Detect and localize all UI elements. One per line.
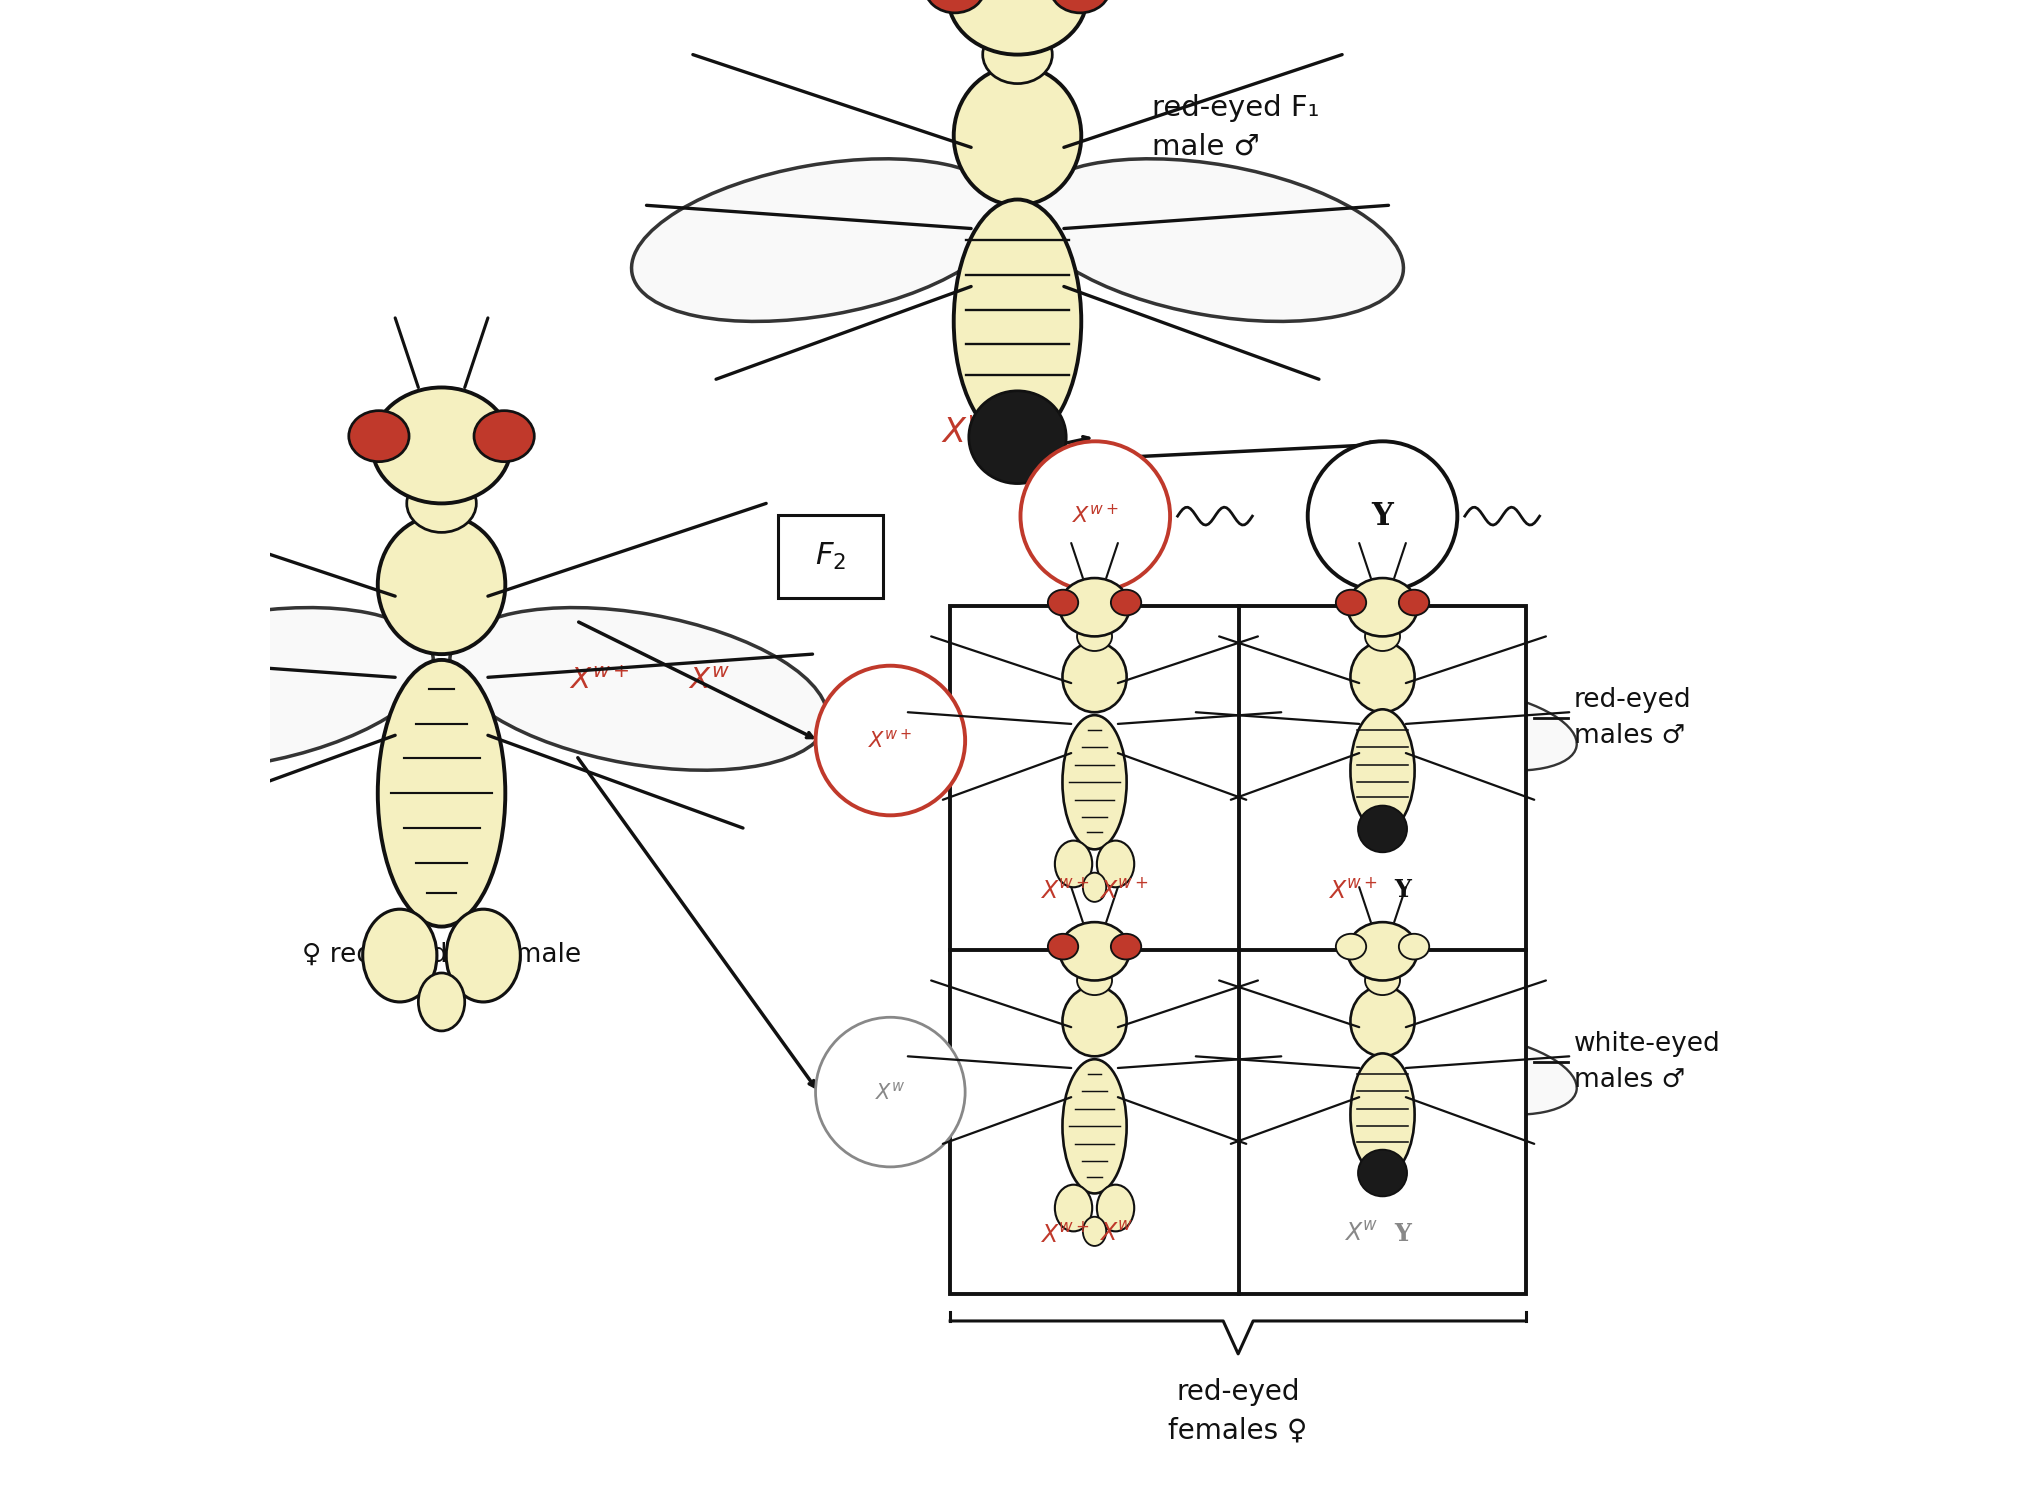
- Ellipse shape: [1351, 1053, 1414, 1176]
- Ellipse shape: [1097, 1185, 1133, 1231]
- Ellipse shape: [1398, 934, 1429, 959]
- Text: $X^{w+}$: $X^{w+}$: [1040, 1222, 1091, 1246]
- Text: $X^{w+}$: $X^{w+}$: [1040, 878, 1091, 902]
- Ellipse shape: [348, 411, 409, 462]
- Ellipse shape: [1026, 159, 1404, 322]
- Ellipse shape: [1111, 934, 1142, 959]
- Circle shape: [1309, 441, 1457, 591]
- Ellipse shape: [55, 607, 433, 770]
- Ellipse shape: [362, 910, 438, 1002]
- Ellipse shape: [1054, 1185, 1093, 1231]
- Bar: [950, 606, 1526, 1294]
- Ellipse shape: [969, 390, 1066, 483]
- Ellipse shape: [379, 515, 505, 654]
- Ellipse shape: [1351, 709, 1414, 832]
- Ellipse shape: [1347, 577, 1418, 636]
- Text: $X^{w}$: $X^{w}$: [1099, 1222, 1133, 1246]
- Ellipse shape: [379, 660, 505, 926]
- Ellipse shape: [1062, 715, 1127, 850]
- Ellipse shape: [1398, 589, 1429, 615]
- Ellipse shape: [954, 66, 1081, 205]
- Text: white-eyed
males ♂: white-eyed males ♂: [1573, 1031, 1722, 1094]
- Ellipse shape: [450, 607, 828, 770]
- Ellipse shape: [474, 411, 535, 462]
- Text: red-eyed
males ♂: red-eyed males ♂: [1573, 687, 1691, 749]
- Ellipse shape: [1188, 688, 1378, 770]
- Ellipse shape: [1351, 642, 1414, 712]
- Text: $X^{w}$: $X^{w}$: [1343, 1222, 1378, 1246]
- Ellipse shape: [1365, 966, 1400, 995]
- FancyBboxPatch shape: [777, 515, 883, 598]
- Ellipse shape: [1048, 589, 1079, 615]
- Ellipse shape: [1050, 0, 1111, 13]
- Ellipse shape: [1386, 1032, 1577, 1115]
- Ellipse shape: [1062, 986, 1127, 1056]
- Ellipse shape: [1099, 688, 1288, 770]
- Text: Y: Y: [1372, 501, 1394, 531]
- Text: red-eyed F₁
male ♂: red-eyed F₁ male ♂: [1152, 94, 1319, 160]
- Text: red-eyed
females ♀: red-eyed females ♀: [1168, 1378, 1309, 1445]
- Ellipse shape: [1077, 966, 1111, 995]
- Ellipse shape: [899, 688, 1091, 770]
- Ellipse shape: [419, 972, 464, 1031]
- Ellipse shape: [1077, 622, 1111, 651]
- Ellipse shape: [1060, 922, 1129, 980]
- Ellipse shape: [1097, 841, 1133, 887]
- Ellipse shape: [1365, 622, 1400, 651]
- Ellipse shape: [1188, 1032, 1378, 1115]
- Text: $X^{w+}$: $X^{w+}$: [568, 667, 629, 694]
- Ellipse shape: [1347, 922, 1418, 980]
- Text: $X^{w+}$: $X^{w+}$: [869, 729, 912, 752]
- Text: $X^{w}$: $X^{w}$: [875, 1082, 906, 1103]
- Text: Y: Y: [1394, 1222, 1412, 1246]
- Ellipse shape: [954, 199, 1081, 443]
- Ellipse shape: [1083, 872, 1107, 902]
- Ellipse shape: [1111, 589, 1142, 615]
- Text: $X^{w+}$: $X^{w+}$: [1099, 878, 1150, 902]
- Ellipse shape: [899, 1032, 1091, 1115]
- Text: Y: Y: [1394, 878, 1412, 902]
- Ellipse shape: [1357, 805, 1406, 853]
- Text: $X^{w+}$: $X^{w+}$: [1072, 504, 1119, 528]
- Ellipse shape: [372, 387, 511, 503]
- Circle shape: [1020, 441, 1170, 591]
- Ellipse shape: [1099, 1032, 1288, 1115]
- Ellipse shape: [631, 159, 1009, 322]
- Ellipse shape: [1048, 934, 1079, 959]
- Text: ♀ red-eyed F₁ female: ♀ red-eyed F₁ female: [301, 942, 582, 968]
- Ellipse shape: [446, 910, 521, 1002]
- Ellipse shape: [1062, 642, 1127, 712]
- Text: $X^{w+}$: $X^{w+}$: [940, 417, 1009, 450]
- Ellipse shape: [1062, 1059, 1127, 1194]
- Text: $X^{w}$: $X^{w}$: [688, 667, 731, 694]
- Ellipse shape: [1351, 986, 1414, 1056]
- Ellipse shape: [1335, 589, 1365, 615]
- Ellipse shape: [407, 474, 476, 533]
- Ellipse shape: [983, 25, 1052, 84]
- Ellipse shape: [1054, 841, 1093, 887]
- Ellipse shape: [1386, 688, 1577, 770]
- Circle shape: [816, 666, 965, 815]
- Ellipse shape: [1335, 934, 1365, 959]
- Text: Y: Y: [1018, 417, 1042, 450]
- Ellipse shape: [948, 0, 1087, 54]
- Text: $F_2$: $F_2$: [814, 542, 847, 571]
- Circle shape: [816, 1017, 965, 1167]
- Ellipse shape: [1357, 1149, 1406, 1197]
- Text: $X^{w+}$: $X^{w+}$: [1329, 878, 1378, 902]
- Ellipse shape: [924, 0, 985, 13]
- Ellipse shape: [1083, 1216, 1107, 1246]
- Ellipse shape: [1060, 577, 1129, 636]
